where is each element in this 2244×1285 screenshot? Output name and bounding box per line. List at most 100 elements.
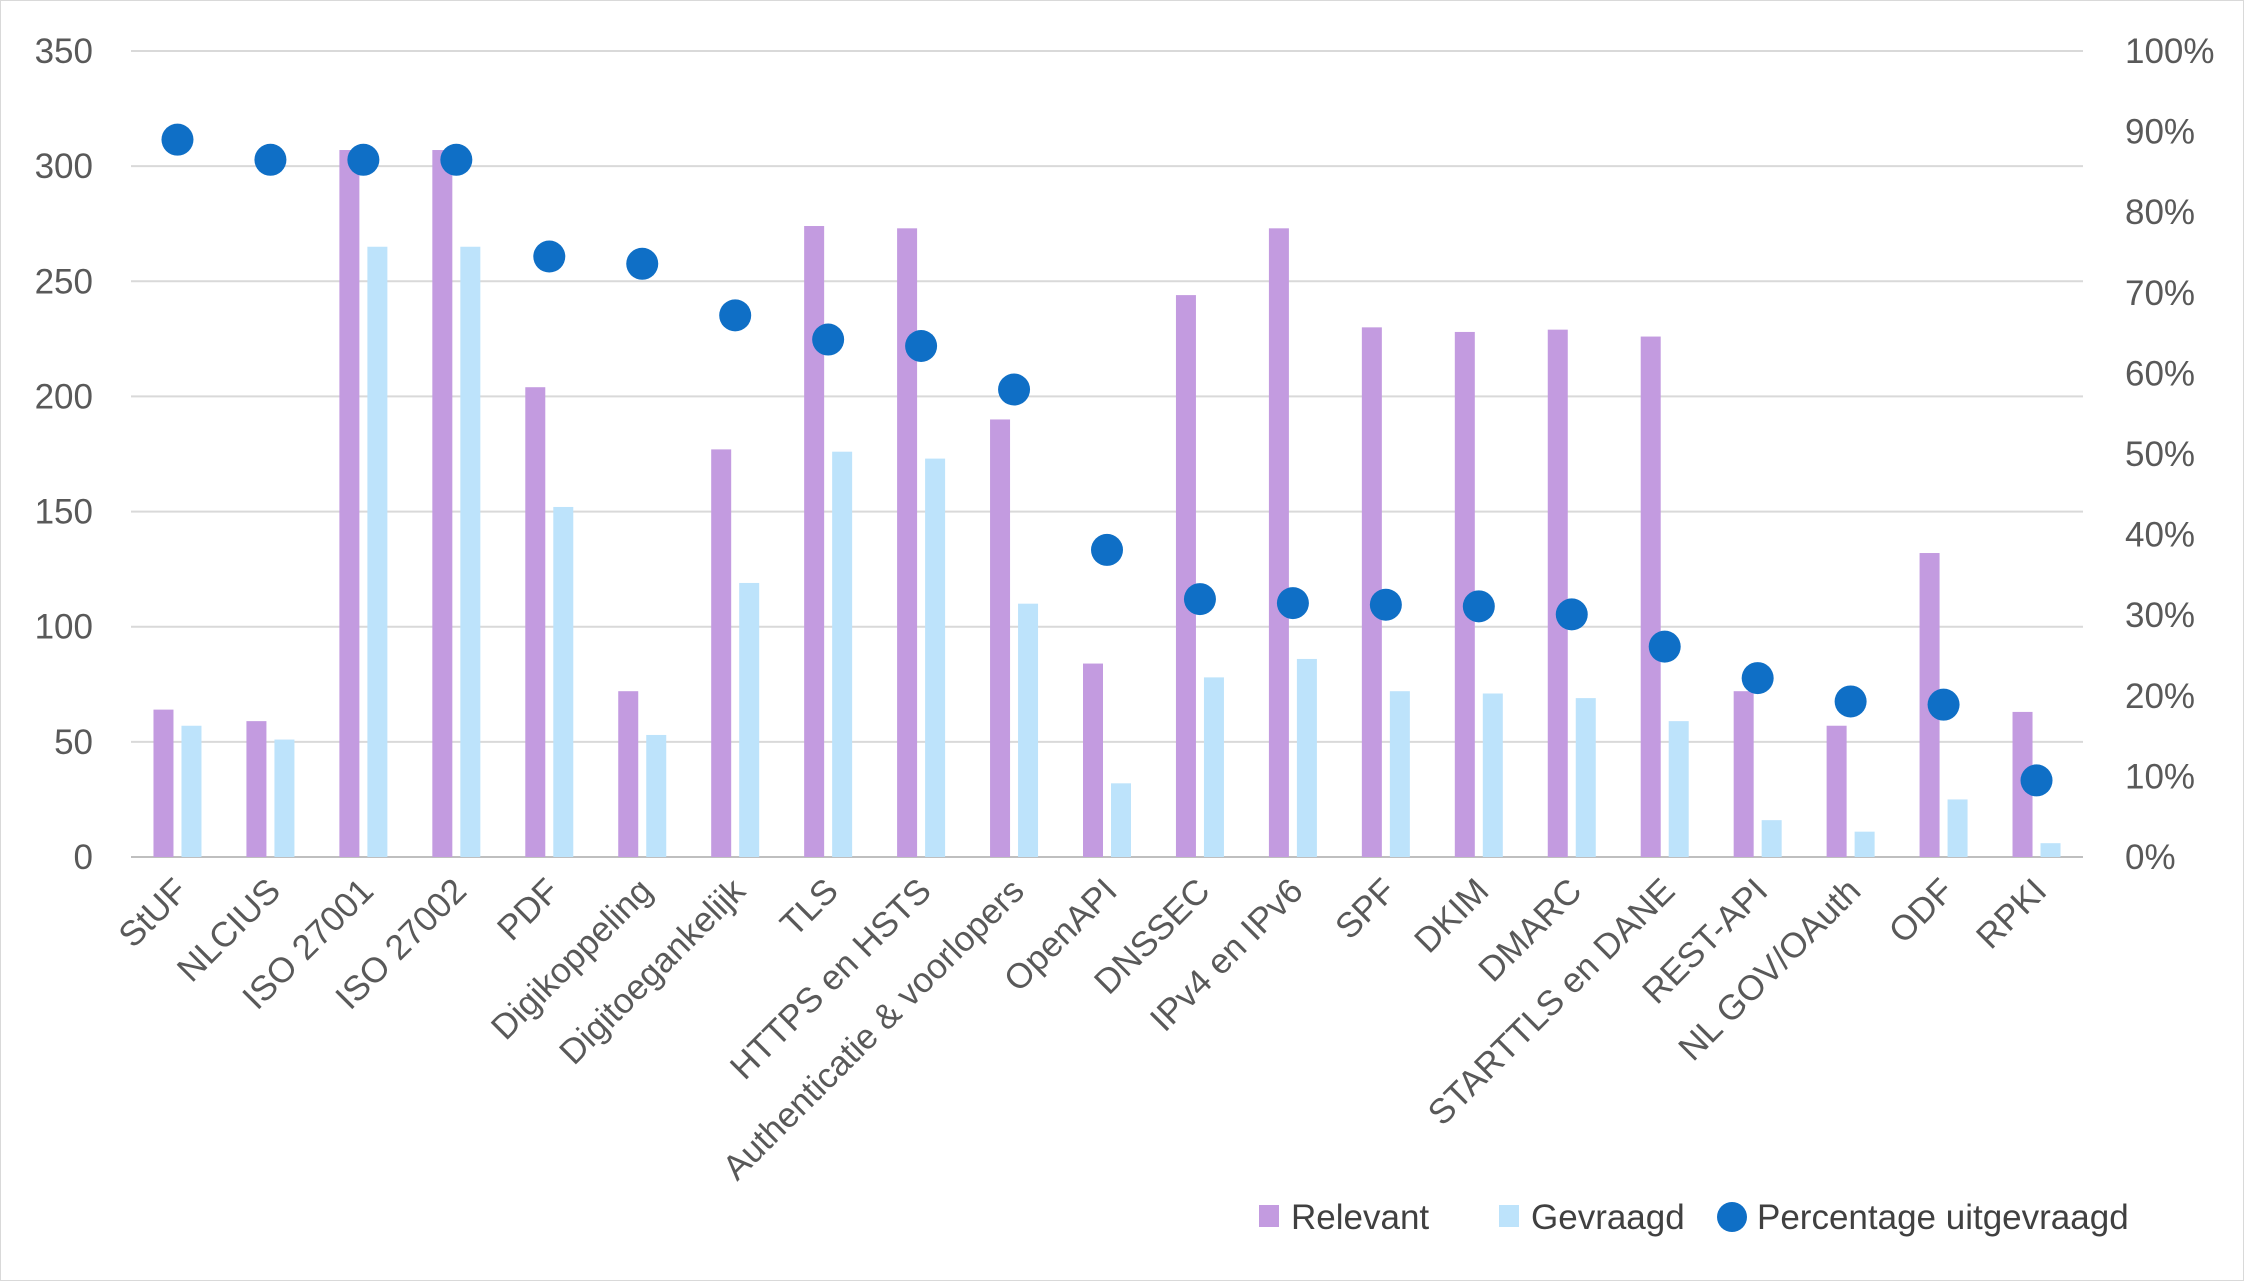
point-percentage-uitgevraagd bbox=[254, 143, 287, 176]
bar-gevraagd bbox=[1761, 820, 1782, 857]
left-axis-tick-label: 350 bbox=[35, 32, 93, 71]
bar-gevraagd bbox=[1296, 658, 1317, 857]
point-percentage-uitgevraagd bbox=[2020, 764, 2053, 797]
percentage-points bbox=[161, 123, 2053, 797]
legend-swatch bbox=[1259, 1205, 1279, 1227]
left-axis-ticks: 0 50 100 150 200 250 300 350 bbox=[35, 32, 93, 877]
category-label: TLS bbox=[773, 871, 846, 944]
category-label: PDF bbox=[490, 871, 567, 948]
bar-gevraagd bbox=[181, 725, 202, 857]
bar-gevraagd bbox=[274, 739, 295, 857]
bar-gevraagd bbox=[1482, 693, 1503, 857]
bar-relevant bbox=[1361, 327, 1382, 857]
right-axis-tick-label: 90% bbox=[2125, 113, 2195, 152]
bar-relevant bbox=[432, 150, 453, 858]
bar-gevraagd bbox=[832, 451, 853, 857]
bar-gevraagd bbox=[1018, 603, 1039, 857]
gridlines bbox=[131, 50, 2083, 858]
legend-swatch bbox=[1499, 1205, 1519, 1227]
point-percentage-uitgevraagd bbox=[1091, 533, 1123, 566]
left-axis-tick-label: 150 bbox=[35, 493, 93, 532]
left-axis-tick-label: 100 bbox=[35, 608, 93, 647]
bar-relevant bbox=[153, 709, 174, 857]
bar-gevraagd bbox=[460, 246, 481, 857]
left-axis-tick-label: 0 bbox=[74, 838, 93, 877]
legend-item-gevraagd: Gevraagd bbox=[1499, 1198, 1685, 1237]
legend: Relevant Gevraagd Percentage uitgevraagd bbox=[1259, 1198, 2129, 1237]
right-axis-tick-label: 20% bbox=[2125, 677, 2195, 716]
bar-relevant bbox=[1547, 329, 1568, 857]
right-axis-tick-label: 0% bbox=[2125, 838, 2176, 877]
bar-relevant bbox=[1083, 663, 1103, 857]
bar-relevant bbox=[1733, 691, 1754, 857]
category-label: RPKI bbox=[1969, 871, 2054, 956]
point-percentage-uitgevraagd bbox=[440, 143, 473, 176]
bar-relevant bbox=[990, 419, 1011, 857]
bar-relevant bbox=[897, 228, 918, 857]
bar-gevraagd bbox=[2040, 843, 2061, 857]
left-axis-tick-label: 300 bbox=[35, 147, 93, 186]
bar-gevraagd bbox=[1947, 799, 1968, 857]
bars bbox=[153, 150, 2061, 858]
bar-relevant bbox=[339, 150, 360, 858]
point-percentage-uitgevraagd bbox=[161, 123, 194, 156]
point-percentage-uitgevraagd bbox=[1276, 587, 1309, 620]
legend-item-relevant: Relevant bbox=[1259, 1198, 1429, 1237]
bar-gevraagd bbox=[1203, 677, 1224, 857]
bar-relevant bbox=[711, 449, 732, 857]
left-axis-tick-label: 50 bbox=[54, 723, 93, 762]
bar-relevant bbox=[1640, 336, 1661, 857]
bar-relevant bbox=[804, 226, 825, 857]
legend-marker bbox=[1717, 1202, 1747, 1232]
legend-item-percentage-uitgevraagd: Percentage uitgevraagd bbox=[1717, 1198, 2129, 1237]
bar-relevant bbox=[1268, 228, 1289, 857]
point-percentage-uitgevraagd bbox=[998, 373, 1031, 406]
point-percentage-uitgevraagd bbox=[626, 247, 659, 280]
category-label: Digikoppeling bbox=[484, 871, 660, 1047]
right-axis-tick-label: 30% bbox=[2125, 596, 2195, 635]
point-percentage-uitgevraagd bbox=[719, 299, 752, 332]
left-axis-tick-label: 250 bbox=[35, 262, 93, 301]
bar-gevraagd bbox=[367, 246, 388, 857]
bar-relevant bbox=[246, 721, 267, 857]
point-percentage-uitgevraagd bbox=[1927, 688, 1960, 721]
bar-relevant bbox=[618, 691, 639, 857]
right-axis-tick-label: 70% bbox=[2125, 274, 2195, 313]
point-percentage-uitgevraagd bbox=[1648, 630, 1681, 663]
bar-gevraagd bbox=[925, 458, 946, 857]
right-axis-tick-label: 100% bbox=[2125, 32, 2215, 71]
legend-label: Gevraagd bbox=[1531, 1198, 1685, 1237]
left-axis-tick-label: 200 bbox=[35, 377, 93, 416]
bar-gevraagd bbox=[646, 734, 667, 857]
point-percentage-uitgevraagd bbox=[1369, 588, 1402, 621]
bar-relevant bbox=[1454, 331, 1475, 857]
bar-gevraagd bbox=[1111, 783, 1131, 857]
right-axis-ticks: 0% 10% 20% 30% 40% 50% 60% 70% 80% 90% 100% bbox=[2125, 32, 2215, 877]
category-label: DKIM bbox=[1407, 871, 1496, 960]
point-percentage-uitgevraagd bbox=[812, 323, 845, 356]
point-percentage-uitgevraagd bbox=[1834, 685, 1867, 718]
point-percentage-uitgevraagd bbox=[533, 240, 566, 273]
point-percentage-uitgevraagd bbox=[1555, 598, 1588, 631]
bar-gevraagd bbox=[1668, 721, 1689, 857]
category-label: StUF bbox=[111, 871, 195, 955]
point-percentage-uitgevraagd bbox=[1741, 662, 1774, 695]
bar-relevant bbox=[1826, 725, 1847, 857]
bar-gevraagd bbox=[1389, 691, 1410, 857]
right-axis-tick-label: 40% bbox=[2125, 516, 2195, 555]
category-label: ODF bbox=[1881, 871, 1961, 951]
legend-label: Percentage uitgevraagd bbox=[1757, 1198, 2129, 1237]
point-percentage-uitgevraagd bbox=[347, 143, 380, 176]
bar-gevraagd bbox=[553, 506, 574, 857]
bar-relevant bbox=[525, 387, 546, 857]
right-axis-tick-label: 80% bbox=[2125, 193, 2195, 232]
bar-relevant bbox=[1175, 295, 1196, 857]
bar-gevraagd bbox=[739, 582, 760, 857]
right-axis-tick-label: 10% bbox=[2125, 757, 2195, 796]
point-percentage-uitgevraagd bbox=[905, 329, 938, 362]
point-percentage-uitgevraagd bbox=[1462, 590, 1495, 623]
legend-label: Relevant bbox=[1291, 1198, 1429, 1237]
